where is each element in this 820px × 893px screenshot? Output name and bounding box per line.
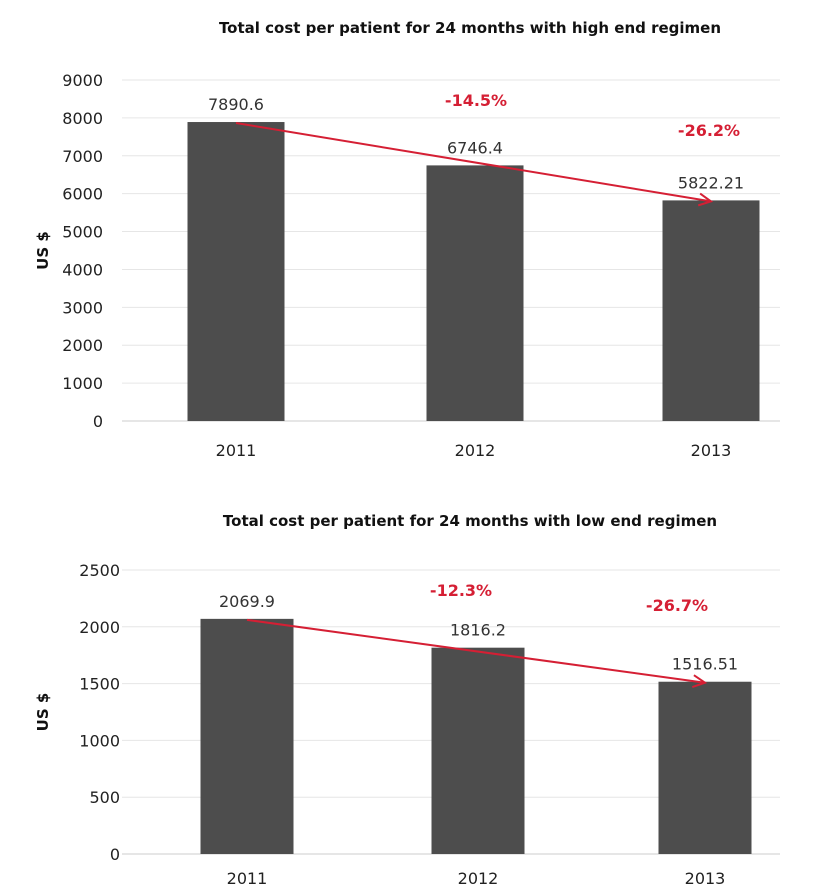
chart2-value-label: 1516.51 <box>672 655 738 674</box>
chart2-value-label: 1816.2 <box>450 621 506 640</box>
chart1-y-tick-label: 0 <box>93 412 103 431</box>
chart1-y-tick-label: 4000 <box>62 260 103 279</box>
chart1-y-tick-label: 1000 <box>62 374 103 393</box>
chart2-y-tick-label: 1000 <box>79 731 120 750</box>
chart1-y-tick-label: 5000 <box>62 223 103 242</box>
chart1-change-annotation: -14.5% <box>445 91 507 110</box>
high-end-regimen-chart: Total cost per patient for 24 months wit… <box>34 19 780 460</box>
chart2-bar-2012 <box>431 647 525 854</box>
chart1-title: Total cost per patient for 24 months wit… <box>219 19 721 37</box>
chart1-y-tick-label: 2000 <box>62 336 103 355</box>
chart2-trend-arrow-head <box>691 674 708 688</box>
chart1-x-tick-label: 2013 <box>691 441 732 460</box>
low-end-regimen-chart: Total cost per patient for 24 months wit… <box>34 512 780 888</box>
chart1-bar-2013 <box>662 200 760 421</box>
chart2-x-tick-label: 2012 <box>458 869 499 888</box>
chart1-trend-arrow-head <box>697 192 714 207</box>
chart2-bar-2013 <box>658 681 752 854</box>
chart2-y-tick-label: 0 <box>110 845 120 864</box>
chart2-y-tick-label: 500 <box>89 788 120 807</box>
chart1-x-tick-label: 2012 <box>455 441 496 460</box>
chart1-y-tick-label: 6000 <box>62 185 103 204</box>
chart2-trend-arrow-line <box>246 618 706 684</box>
chart2-change-annotation: -26.7% <box>646 596 708 615</box>
chart1-y-tick-label: 9000 <box>62 71 103 90</box>
chart2-y-tick-label: 2000 <box>79 618 120 637</box>
chart2-y-tick-label: 2500 <box>79 561 120 580</box>
chart1-change-annotation: -26.2% <box>678 121 740 140</box>
chart1-y-tick-label: 3000 <box>62 298 103 317</box>
chart2-bar-2011 <box>200 618 294 854</box>
chart1-value-label: 6746.4 <box>447 138 503 157</box>
chart2-x-tick-label: 2013 <box>685 869 726 888</box>
chart1-trend-arrow-line <box>235 122 712 203</box>
chart1-bar-2011 <box>187 122 285 421</box>
chart1-bar-2012 <box>426 165 524 421</box>
chart2-y-tick-label: 1500 <box>79 675 120 694</box>
chart1-y-axis-label: US $ <box>34 231 52 270</box>
chart2-x-tick-label: 2011 <box>227 869 268 888</box>
chart1-value-label: 5822.21 <box>678 173 744 192</box>
chart2-title: Total cost per patient for 24 months wit… <box>223 512 717 530</box>
chart1-x-tick-label: 2011 <box>216 441 257 460</box>
chart1-value-label: 7890.6 <box>208 95 264 114</box>
chart1-y-tick-label: 7000 <box>62 147 103 166</box>
chart1-y-tick-label: 8000 <box>62 109 103 128</box>
chart2-change-annotation: -12.3% <box>430 581 492 600</box>
chart2-value-label: 2069.9 <box>219 592 275 611</box>
chart2-y-axis-label: US $ <box>34 693 52 732</box>
